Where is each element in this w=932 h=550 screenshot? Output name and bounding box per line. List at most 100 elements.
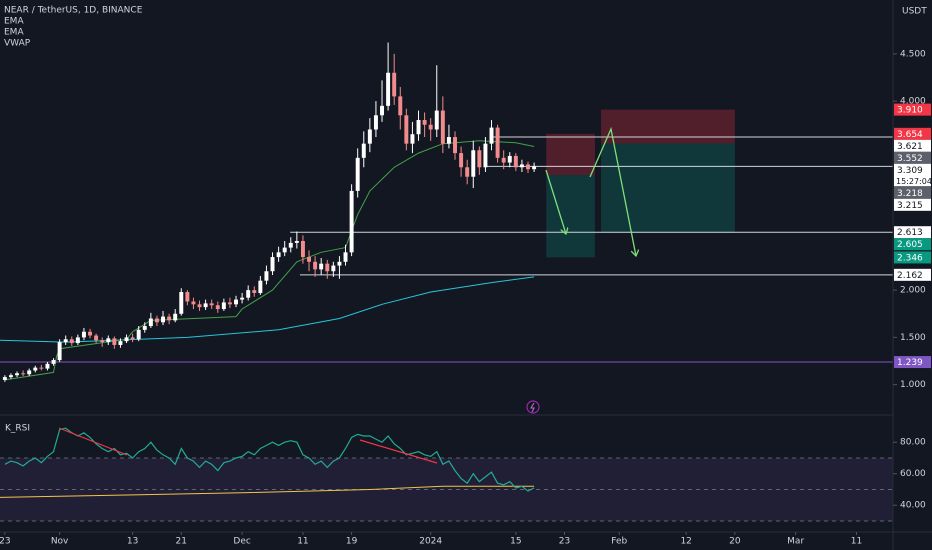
price-label-box [894, 139, 931, 152]
x-tick-label: 15 [510, 537, 521, 547]
target-zone [601, 143, 735, 233]
y-tick-label: 1.000 [900, 380, 926, 390]
price-label-box [894, 127, 931, 140]
candle-body [203, 303, 208, 308]
candle-body [264, 271, 269, 281]
x-tick-label: 23 [559, 537, 570, 547]
rsi-pane [0, 427, 893, 522]
price-label: 2.605 [897, 240, 923, 250]
price-label-box [894, 186, 931, 199]
candle-body [276, 252, 281, 258]
alert-icon-bolt [530, 402, 535, 413]
indicator-line [0, 276, 535, 343]
candle-body [507, 155, 512, 163]
alert-icon[interactable] [526, 400, 540, 414]
y-tick-label: 4.500 [900, 49, 926, 59]
candle-body [173, 313, 178, 321]
x-tick-label: 21 [176, 537, 187, 547]
price-label: 2.346 [897, 253, 923, 263]
candle-body [240, 297, 245, 300]
candle-body [100, 340, 105, 343]
candle-body [63, 339, 68, 343]
countdown-box [894, 175, 931, 187]
chart-title: NEAR / TetherUS, 1D, BINANCE [4, 6, 143, 16]
candle-body [227, 302, 232, 305]
candle-body [27, 370, 32, 375]
divergence-line [359, 439, 438, 464]
candle-body [483, 143, 488, 168]
candle-body [124, 337, 129, 342]
candle-body [8, 375, 13, 378]
x-tick-label: Feb [611, 537, 627, 547]
candle-body [313, 261, 318, 270]
candle-body [380, 105, 384, 116]
candle-body [88, 331, 93, 336]
price-label-box [894, 356, 931, 369]
stop-zone [601, 109, 735, 144]
candle-body [130, 337, 135, 340]
candle-body [179, 292, 184, 314]
price-label: 2.613 [897, 228, 923, 238]
x-tick-label: 13 [127, 537, 138, 547]
indicator-label: EMA [4, 28, 24, 38]
arrow [589, 126, 636, 256]
candle-body [215, 305, 220, 310]
candle-body [288, 242, 293, 248]
candle-body [526, 164, 530, 170]
rsi-band-fill [0, 457, 893, 521]
x-tick-label: 19 [346, 537, 358, 547]
x-tick-label: 20 [729, 537, 741, 547]
y-tick-label: 4.000 [900, 97, 926, 107]
price-label: 1.239 [897, 358, 923, 368]
x-tick-label: 23 [0, 537, 11, 547]
price-label-box [894, 151, 931, 164]
y-tick-label: 60.00 [900, 469, 926, 479]
candle-body [191, 301, 196, 305]
candle-body [410, 134, 415, 144]
candle-body [446, 137, 451, 144]
candle-body [197, 304, 202, 308]
candle-body [373, 115, 378, 130]
y-tick-label: 80.00 [900, 438, 926, 448]
candle-body [428, 124, 433, 130]
candle-body [319, 263, 324, 270]
candle-body [258, 280, 263, 293]
candle-body [307, 257, 311, 262]
candle-body [15, 373, 20, 376]
candle-body [349, 190, 354, 253]
price-label: 3.552 [897, 154, 923, 164]
rsi-line [4, 427, 535, 492]
candle-body [57, 342, 62, 361]
candle-body [33, 367, 38, 371]
price-label-box [894, 226, 931, 239]
price-label: 3.309 [897, 166, 923, 176]
candle-body [513, 155, 518, 168]
candle-body [221, 302, 226, 310]
price-label-box [894, 238, 931, 251]
price-axis: 1.000 1.500 2.000 4.000 4.500 3.910 3.654 3.621… [893, 49, 932, 511]
candle-body [355, 157, 360, 191]
indicator-label: EMA [4, 17, 24, 27]
candle-body [142, 326, 147, 330]
candle-body [154, 318, 159, 323]
price-label: 3.654 [897, 130, 923, 140]
candle-body [45, 363, 50, 369]
price-label: 2.162 [897, 271, 923, 281]
candle-body [361, 143, 366, 158]
candle-body [392, 72, 397, 97]
candle-body [106, 338, 111, 343]
stop-zone [546, 133, 595, 176]
candle-body [75, 337, 80, 344]
candle-body [416, 120, 421, 135]
price-label-box [894, 198, 931, 211]
candle-body [167, 316, 172, 321]
indicator-label: VWAP [4, 39, 31, 49]
candle-body [386, 72, 391, 106]
candle-body [234, 299, 239, 305]
candle-body [519, 164, 524, 168]
x-tick-label: 2024 [419, 537, 442, 547]
x-tick-label: 12 [680, 537, 691, 547]
candle-body [112, 338, 117, 345]
